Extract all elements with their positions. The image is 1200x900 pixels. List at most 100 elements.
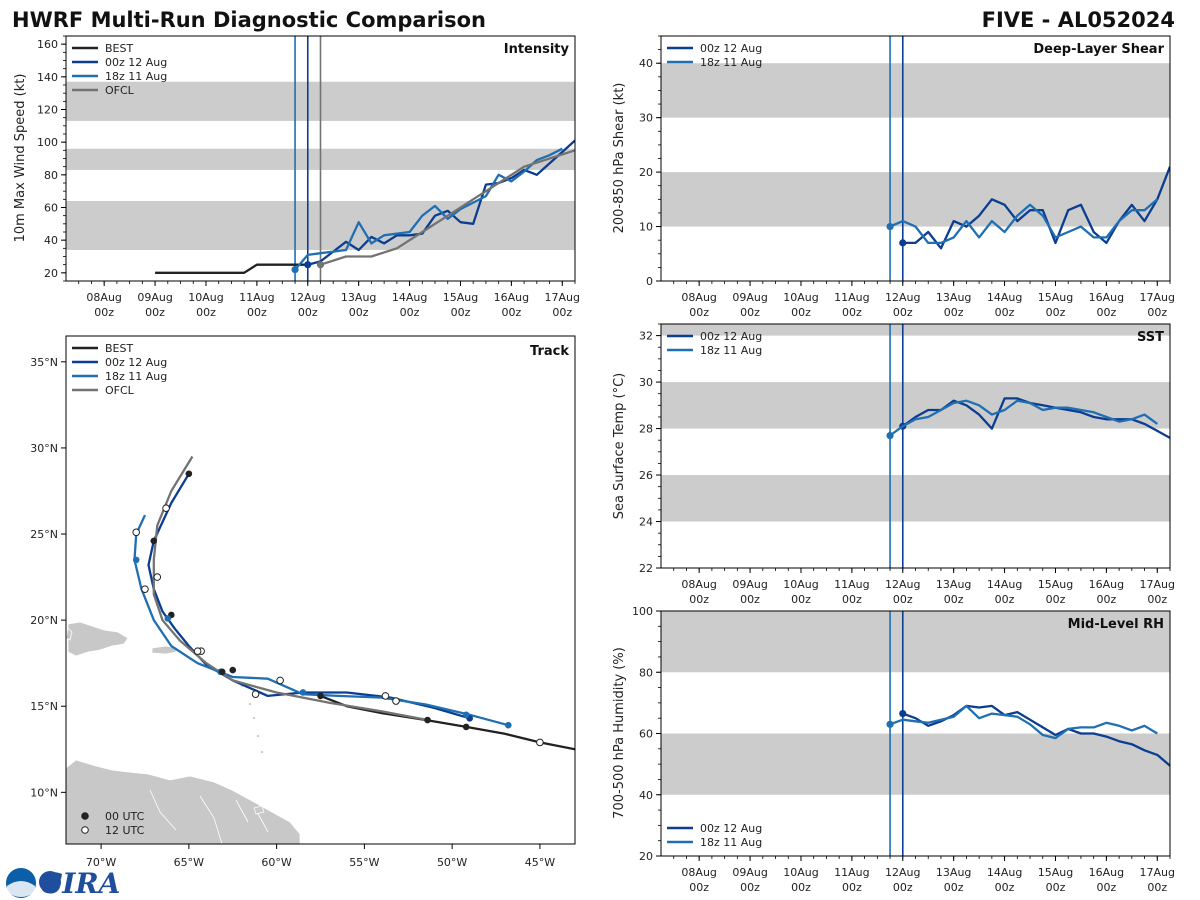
rh-xtick-hour: 00z <box>1046 881 1066 894</box>
intensity-xtick-date: 09Aug <box>137 291 172 304</box>
sst-legend-label: 00z 12 Aug <box>700 330 762 343</box>
sst-xtick-date: 13Aug <box>936 578 971 591</box>
intensity-xtick-hour: 00z <box>349 306 369 319</box>
intensity-xtick-hour: 00z <box>400 306 420 319</box>
track-marker-run18-12utc <box>193 647 202 655</box>
intensity-xtick-date: 11Aug <box>239 291 274 304</box>
sst-plot-area <box>661 324 1170 568</box>
track-marker-run18-12utc <box>276 676 284 685</box>
track-marker-run18-00utc <box>462 711 470 719</box>
shear-xtick-hour: 00z <box>791 306 811 319</box>
track-map-area <box>66 455 575 844</box>
intensity-start-point-run00 <box>304 261 312 269</box>
track-marker-run00-00utc <box>185 470 193 478</box>
sst-xtick-date: 11Aug <box>834 578 869 591</box>
intensity-series-ofcl <box>320 149 575 266</box>
sst-xtick-hour: 00z <box>689 593 709 606</box>
rh-xtick-date: 08Aug <box>681 866 716 879</box>
track-marker-run00-12utc <box>392 697 400 705</box>
track-legend-label: BEST <box>105 342 133 355</box>
rh-threshold-band-0 <box>661 733 1170 795</box>
track-xtick-label: 70°W <box>86 856 116 869</box>
shear-ytick-label: 30 <box>639 112 653 125</box>
sst-threshold-band-1 <box>661 382 1170 429</box>
rh-xtick-date: 14Aug <box>987 866 1022 879</box>
sst-ytick-label: 24 <box>639 516 653 529</box>
sst-ytick-label: 22 <box>639 562 653 575</box>
shear-series-run18 <box>889 198 1159 245</box>
sst-xtick-date: 14Aug <box>987 578 1022 591</box>
track-xtick-label: 60°W <box>261 856 291 869</box>
track-ytick-label: 25°N <box>30 528 58 541</box>
intensity-plot-area <box>66 36 575 281</box>
intensity-title: Intensity <box>504 42 570 57</box>
shear-title: Deep-Layer Shear <box>1033 42 1164 57</box>
sst-xtick-date: 17Aug <box>1140 578 1175 591</box>
intensity-start-point-run18 <box>291 265 299 274</box>
shear-ytick-label: 20 <box>639 166 653 179</box>
rh-threshold-band-1 <box>661 611 1170 673</box>
rh-start-point-run18 <box>886 720 894 728</box>
track-marker-legend-12utc <box>81 826 89 834</box>
intensity-legend-label: 18z 11 Aug <box>105 70 167 83</box>
track-legend-label: 00z 12 Aug <box>105 356 167 369</box>
shear-ytick-label: 0 <box>646 275 653 288</box>
rh-ytick-label: 60 <box>639 728 653 741</box>
sst-xtick-hour: 00z <box>740 593 760 606</box>
track-ytick-label: 35°N <box>30 356 58 369</box>
shear-xtick-date: 16Aug <box>1089 291 1124 304</box>
shear-threshold-band-1 <box>661 63 1170 118</box>
intensity-xtick-date: 14Aug <box>392 291 427 304</box>
sst-xtick-date: 16Aug <box>1089 578 1124 591</box>
sst-threshold-band-0 <box>661 475 1170 522</box>
intensity-ytick-label: 60 <box>44 202 58 215</box>
track-line-run18 <box>133 514 509 727</box>
sst-xtick-hour: 00z <box>1046 593 1066 606</box>
track-marker-run18-12utc <box>141 585 149 593</box>
intensity-xtick-hour: 00z <box>451 306 471 319</box>
shear-panel: 0 10 20 30 40 08Aug 00z 09Aug 00z 10Aug 00z 11Aug 00… <box>612 35 1175 319</box>
shear-threshold-band-0 <box>661 172 1170 227</box>
shear-ytick-label: 10 <box>639 221 653 234</box>
sst-xtick-hour: 00z <box>995 593 1015 606</box>
intensity-xtick-date: 12Aug <box>290 291 325 304</box>
rh-xtick-date: 11Aug <box>834 866 869 879</box>
cira-globe-icon <box>39 871 61 893</box>
sst-start-point-run18 <box>886 431 894 440</box>
shear-xtick-hour: 00z <box>1096 306 1116 319</box>
track-marker-ofcl-00utc <box>424 716 431 724</box>
track-marker-run18-00utc <box>299 689 307 696</box>
shear-xtick-hour: 00z <box>689 306 709 319</box>
sst-title: SST <box>1137 330 1164 345</box>
intensity-panel: 20 40 60 80 100 120 140 160 08Aug 00z 09Aug 00z 10Au… <box>13 35 580 319</box>
intensity-xtick-hour: 00z <box>298 306 318 319</box>
rh-xtick-hour: 00z <box>1096 881 1116 894</box>
shear-xtick-hour: 00z <box>1046 306 1066 319</box>
rh-ytick-label: 100 <box>632 605 653 618</box>
sst-xtick-hour: 00z <box>893 593 913 606</box>
intensity-xtick-hour: 00z <box>501 306 521 319</box>
track-ytick-label: 15°N <box>30 700 58 713</box>
rh-ytick-label: 40 <box>639 789 653 802</box>
intensity-ylabel: 10m Max Wind Speed (kt) <box>13 74 28 243</box>
rh-xtick-hour: 00z <box>842 881 862 894</box>
track-frame <box>65 335 576 845</box>
shear-xtick-hour: 00z <box>944 306 964 319</box>
sst-xtick-date: 08Aug <box>681 578 716 591</box>
rh-ytick-label: 20 <box>639 850 653 863</box>
intensity-ytick-label: 20 <box>44 267 58 280</box>
puerto-rico-island <box>151 645 177 655</box>
intensity-xtick-date: 17Aug <box>545 291 580 304</box>
sst-series-run18 <box>889 399 1158 437</box>
track-title: Track <box>530 344 569 359</box>
shear-xtick-date: 09Aug <box>732 291 767 304</box>
noaa-wave-icon <box>7 881 35 897</box>
intensity-ytick-label: 140 <box>37 71 58 84</box>
track-legend-label: OFCL <box>105 384 135 397</box>
sst-ylabel: Sea Surface Temp (°C) <box>612 373 627 520</box>
intensity-ytick-label: 40 <box>44 234 58 247</box>
sst-xtick-hour: 00z <box>791 593 811 606</box>
shear-xtick-date: 13Aug <box>936 291 971 304</box>
sst-xtick-hour: 00z <box>944 593 964 606</box>
